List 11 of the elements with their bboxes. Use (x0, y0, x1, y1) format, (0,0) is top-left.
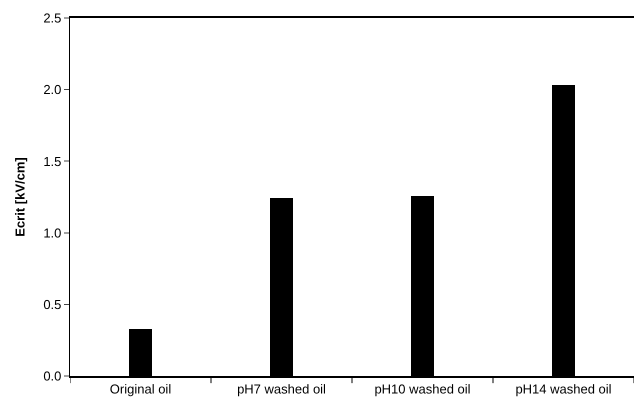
x-tick-label: pH10 washed oil (374, 381, 471, 396)
y-tick-label: 1.0 (43, 225, 62, 240)
x-tick-label: Original oil (110, 381, 172, 396)
y-tick-label: 2.5 (43, 10, 62, 26)
y-tick-label: 0.0 (43, 368, 62, 384)
y-tick-label: 2.0 (43, 82, 62, 98)
x-tick-label: pH7 washed oil (237, 381, 326, 396)
y-tick-label: 0.5 (43, 296, 62, 312)
y-tick-label: 1.5 (43, 154, 62, 169)
y-axis-title: Ecrit [kV/cm] (12, 157, 28, 237)
x-tick-label: pH14 washed oil (515, 381, 612, 396)
